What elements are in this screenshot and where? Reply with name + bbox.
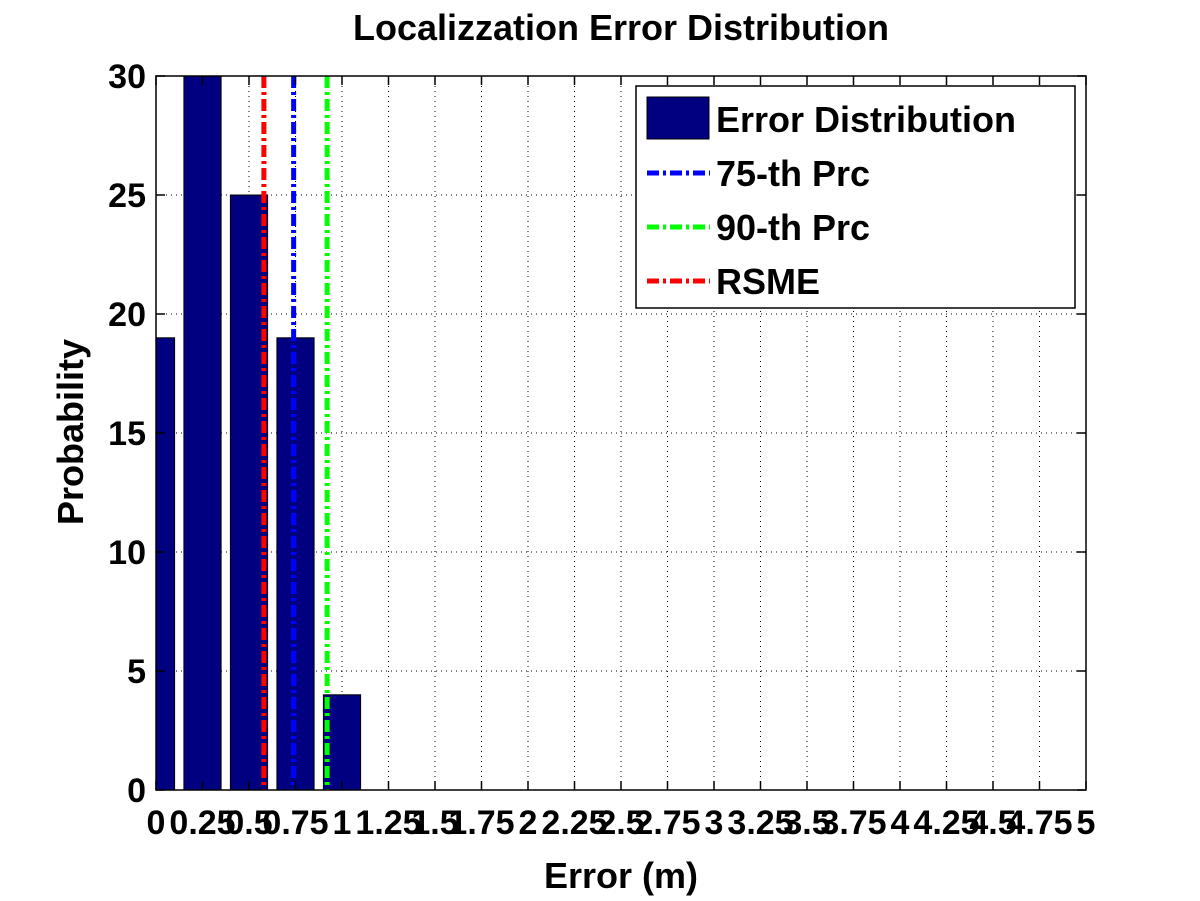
x-tick-label: 1.75 (448, 804, 514, 842)
x-tick-label: 1.25 (355, 804, 421, 842)
x-tick-label: 4 (891, 804, 910, 842)
x-axis-label: Error (m) (544, 855, 698, 896)
y-tick-label: 25 (108, 177, 146, 215)
x-tick-label: 5 (1077, 804, 1096, 842)
x-tick-label: 4.5 (969, 804, 1016, 842)
bar (156, 337, 176, 790)
y-axis-label: Probability (50, 339, 91, 525)
x-tick-label: 4.75 (1006, 804, 1072, 842)
x-tick-label: 2.75 (634, 804, 700, 842)
x-tick-label: 2 (519, 804, 538, 842)
x-tick-label: 4.25 (913, 804, 979, 842)
chart-title: Localizzation Error Distribution (353, 7, 889, 48)
y-tick-label: 30 (108, 58, 146, 96)
legend-label: 90-th Prc (716, 207, 870, 248)
legend-swatch (646, 96, 710, 140)
y-tick-label: 20 (108, 296, 146, 334)
x-tick-label: 3.75 (820, 804, 886, 842)
x-tick-label: 3 (705, 804, 724, 842)
legend-label: RSME (716, 261, 820, 302)
y-tick-label: 15 (108, 415, 146, 453)
x-tick-label: 0.25 (169, 804, 235, 842)
y-tick-label: 5 (127, 653, 146, 691)
legend-items: Error Distribution 75-th Prc 90-th Prc RSME (646, 96, 1016, 302)
x-tick-label: 0 (147, 804, 166, 842)
legend-label: 75-th Prc (716, 153, 870, 194)
x-tick-label: 0.75 (262, 804, 328, 842)
x-tick-label: 1 (333, 804, 352, 842)
x-tick-label: 2.25 (541, 804, 607, 842)
x-tick-label: 3.25 (727, 804, 793, 842)
x-tick-label: 0.5 (225, 804, 272, 842)
y-tick-label: 10 (108, 534, 146, 572)
legend: Error Distribution 75-th Prc 90-th Prc RSME (635, 85, 1076, 309)
bar (183, 76, 222, 790)
x-tick-label: 3.5 (783, 804, 830, 842)
x-axis-ticks: 0 0.250.50.75 1 1.251.51.75 2 2.252.52.75 3 3.2… (147, 76, 1096, 842)
percentile-lines (261, 76, 330, 790)
y-tick-label: 0 (127, 772, 146, 810)
x-tick-label: 1.5 (411, 804, 458, 842)
y-axis-ticks: 0 5 10 15 20 25 30 (108, 58, 1086, 810)
x-tick-label: 2.5 (597, 804, 644, 842)
legend-label: Error Distribution (716, 99, 1016, 140)
